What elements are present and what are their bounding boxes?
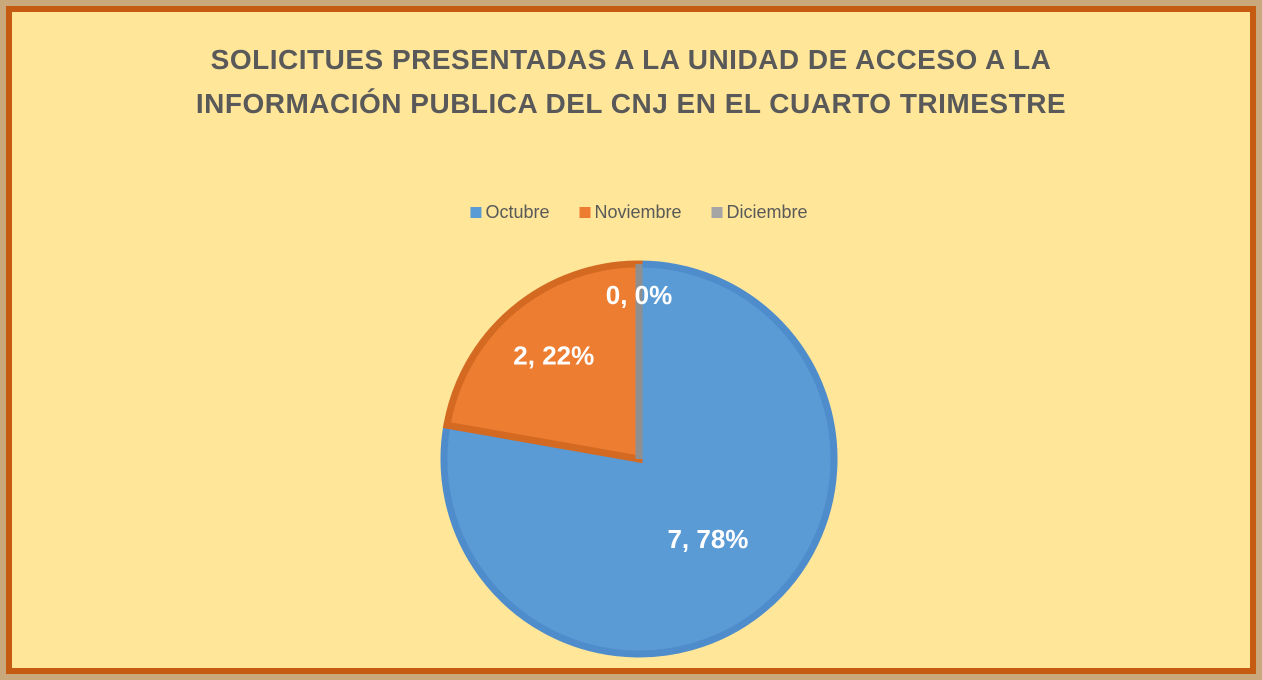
data-label: 2, 22% bbox=[513, 340, 594, 370]
legend-label: Noviembre bbox=[594, 202, 681, 222]
data-label: 7, 78% bbox=[667, 524, 748, 554]
chart-title: SOLICITUES PRESENTADAS A LA UNIDAD DE AC… bbox=[195, 44, 1067, 119]
legend-swatch bbox=[711, 207, 723, 218]
legend-label: Diciembre bbox=[727, 202, 808, 222]
legend-swatch bbox=[579, 207, 591, 218]
pie-slice bbox=[442, 260, 643, 464]
legend-label: Octubre bbox=[485, 202, 549, 222]
data-label: 0, 0% bbox=[606, 280, 673, 310]
legend-swatch bbox=[470, 207, 482, 218]
pie-slice bbox=[440, 260, 838, 658]
